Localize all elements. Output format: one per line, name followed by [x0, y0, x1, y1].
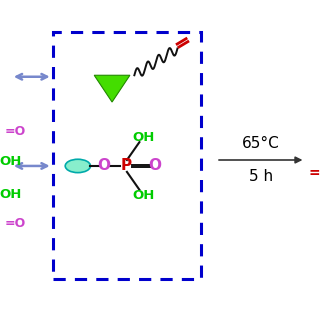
Text: 65°C: 65°C: [242, 136, 280, 151]
Text: OH: OH: [0, 188, 21, 201]
Text: OH: OH: [132, 131, 155, 144]
Text: OH: OH: [0, 155, 21, 168]
Text: O: O: [149, 158, 162, 173]
Text: O: O: [97, 158, 110, 173]
Polygon shape: [94, 75, 130, 102]
Text: =O: =O: [5, 125, 26, 138]
Bar: [52, 32, 201, 279]
Ellipse shape: [65, 159, 91, 172]
Text: =: =: [308, 166, 320, 180]
Text: 5 h: 5 h: [249, 169, 273, 184]
Text: =O: =O: [5, 217, 26, 230]
Text: P: P: [120, 158, 132, 173]
Text: OH: OH: [132, 188, 155, 202]
